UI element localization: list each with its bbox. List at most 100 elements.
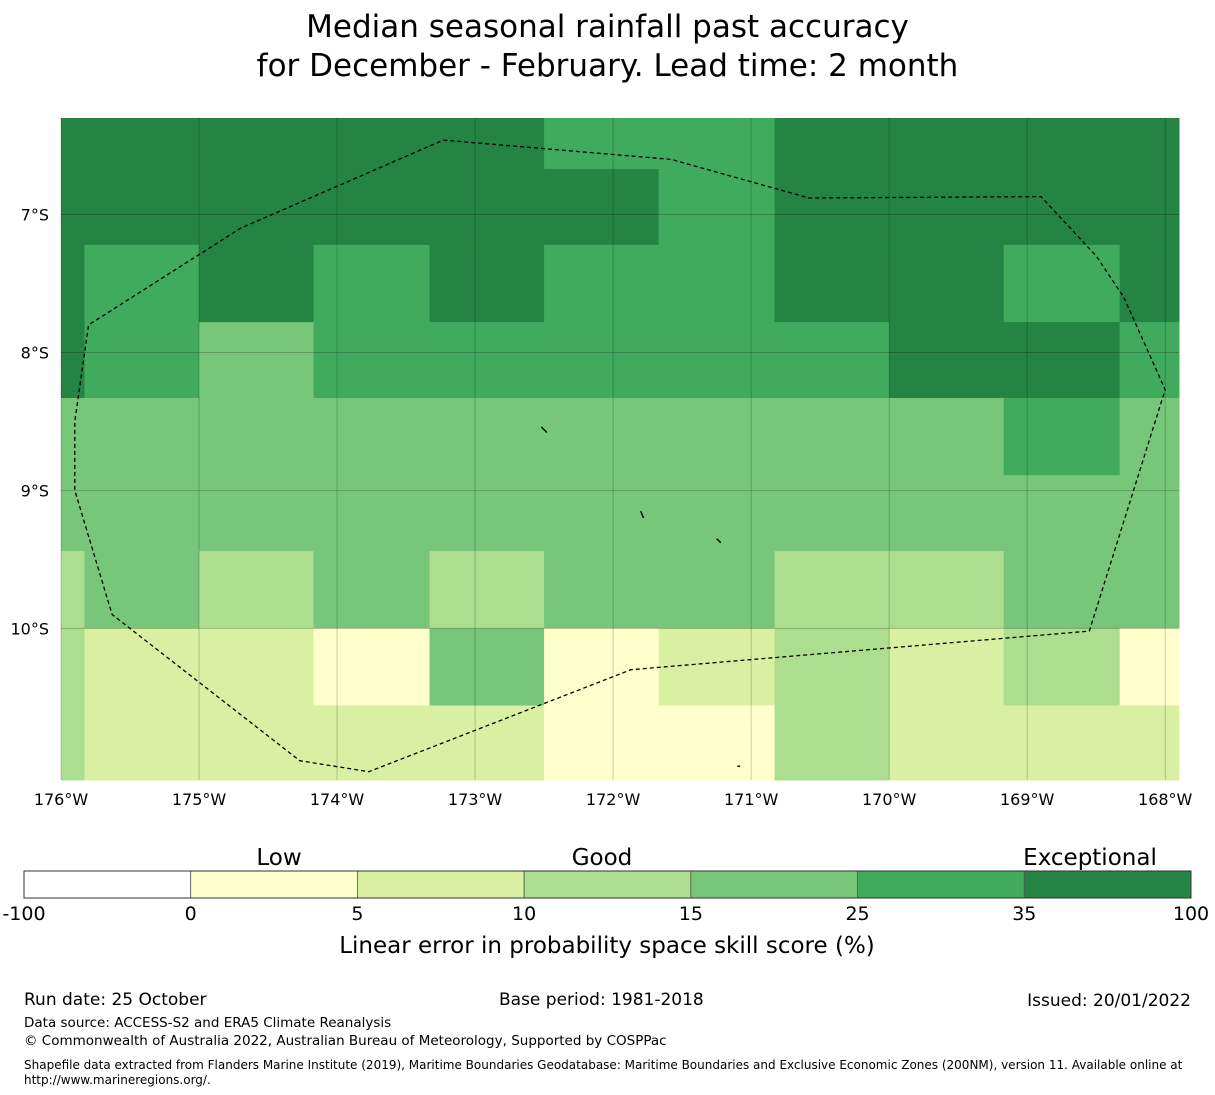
heatmap-cell <box>313 244 431 323</box>
colorbar-tick-label: 25 <box>845 903 869 925</box>
heatmap-cell <box>1119 551 1180 629</box>
colorbar-swatch <box>690 870 858 899</box>
heatmap-cell <box>774 118 890 170</box>
heatmap-cell <box>1119 705 1180 781</box>
heatmap-cell <box>774 322 890 399</box>
heatmap-cell <box>199 705 315 781</box>
heatmap-cell <box>1119 628 1180 707</box>
heatmap-cell <box>1003 628 1121 707</box>
heatmap-cell <box>544 551 660 629</box>
heatmap-cell <box>61 118 85 170</box>
longitude-tick-label: 172°W <box>586 790 641 809</box>
colorbar-tick-label: 15 <box>679 903 703 925</box>
heatmap-cell <box>199 244 315 323</box>
longitude-tick-label: 174°W <box>310 790 365 809</box>
colorbar-legend: -100 0 5 10 15 25 35 100 Low Good Exceptional Linea… <box>2 845 1209 959</box>
heatmap-cell <box>429 244 545 323</box>
heatmap-cell <box>1119 118 1180 170</box>
heatmap-cell <box>199 397 315 476</box>
heatmap-cell <box>61 628 85 707</box>
longitude-ticks: 176°W 175°W 174°W 173°W 172°W 171°W 170°W 169°W… <box>34 790 1193 809</box>
longitude-tick-label: 173°W <box>448 790 503 809</box>
longitude-tick-label: 171°W <box>724 790 779 809</box>
longitude-tick-label: 170°W <box>862 790 917 809</box>
heatmap-cell <box>84 169 200 246</box>
heatmap-cell <box>774 628 890 707</box>
heatmap-cell <box>889 118 1005 170</box>
heatmap-cell <box>429 475 545 552</box>
heatmap-cell <box>889 397 1005 476</box>
heatmap-cell <box>658 551 776 629</box>
heatmap-cell <box>1003 705 1121 781</box>
heatmap-cell <box>429 169 545 246</box>
colorbar-swatch <box>357 870 525 899</box>
data-source: Data source: ACCESS-S2 and ERA5 Climate … <box>24 1015 392 1031</box>
latitude-tick-label: 8°S <box>21 343 49 362</box>
heatmap-cell <box>658 322 776 399</box>
heatmap-cell <box>544 118 660 170</box>
heatmap-cell <box>658 169 776 246</box>
heatmap-cell <box>774 244 890 323</box>
heatmap-cell <box>84 551 200 629</box>
heatmap-cell <box>544 322 660 399</box>
heatmap-cell <box>889 705 1005 781</box>
heatmap-cell <box>61 244 85 323</box>
heatmap-cell <box>889 475 1005 552</box>
colorbar-tick-label: 100 <box>1173 903 1209 925</box>
longitude-tick-label: 176°W <box>34 790 89 809</box>
heatmap-cell <box>429 397 545 476</box>
heatmap-cell <box>61 322 85 399</box>
eez-boundary-line <box>74 139 1166 773</box>
chart-title-line-1: Median seasonal rainfall past accuracy <box>306 9 909 45</box>
heatmap-cell <box>774 397 890 476</box>
heatmap-cell <box>544 705 660 781</box>
heatmap-cell <box>774 551 890 629</box>
island-outline <box>640 510 645 519</box>
heatmap-cell <box>61 397 85 476</box>
colorbar-swatch <box>523 870 692 899</box>
issued-date: Issued: 20/01/2022 <box>1027 991 1191 1011</box>
heatmap-cell <box>774 169 890 246</box>
heatmap-cell <box>199 118 315 170</box>
heatmap-cell <box>1119 397 1180 476</box>
heatmap-cell <box>1003 551 1121 629</box>
heatmap-cell <box>1119 244 1180 323</box>
heatmap-cell <box>774 475 890 552</box>
heatmap-cells <box>61 118 1180 781</box>
heatmap-cell <box>61 705 85 781</box>
heatmap-cell <box>84 118 200 170</box>
heatmap-cell <box>84 475 200 552</box>
heatmap-cell <box>774 705 890 781</box>
shapefile-credit: Shapefile data extracted from Flanders M… <box>24 1058 1183 1087</box>
heatmap-cell <box>313 322 431 399</box>
heatmap-cell <box>1003 244 1121 323</box>
heatmap-cell <box>658 628 776 707</box>
heatmap-cell <box>199 475 315 552</box>
colorbar-tick-label: 5 <box>351 903 363 925</box>
heatmap-cell <box>1003 118 1121 170</box>
heatmap-cell <box>199 551 315 629</box>
heatmap-cell <box>544 169 660 246</box>
heatmap-cell <box>84 397 200 476</box>
heatmap-cell <box>889 628 1005 707</box>
heatmap-cell <box>84 322 200 399</box>
heatmap-cell <box>889 551 1005 629</box>
island-outline <box>716 538 722 544</box>
heatmap-cell <box>313 397 431 476</box>
longitude-tick-label: 175°W <box>172 790 227 809</box>
heatmap-cell <box>1003 322 1121 399</box>
heatmap-cell <box>61 475 85 552</box>
heatmap-cell <box>1003 169 1121 246</box>
heatmap-cell <box>658 244 776 323</box>
colorbar-axis-label: Linear error in probability space skill … <box>339 933 875 959</box>
run-date: Run date: 25 October <box>24 990 207 1010</box>
latitude-tick-label: 9°S <box>21 481 49 500</box>
heatmap-cell <box>313 551 431 629</box>
heatmap-cell <box>199 628 315 707</box>
graticule <box>60 118 1179 780</box>
heatmap-cell <box>658 397 776 476</box>
heatmap-cell <box>429 705 545 781</box>
heatmap-cell <box>313 705 431 781</box>
heatmap-cell <box>1119 475 1180 552</box>
heatmap-cell <box>889 169 1005 246</box>
